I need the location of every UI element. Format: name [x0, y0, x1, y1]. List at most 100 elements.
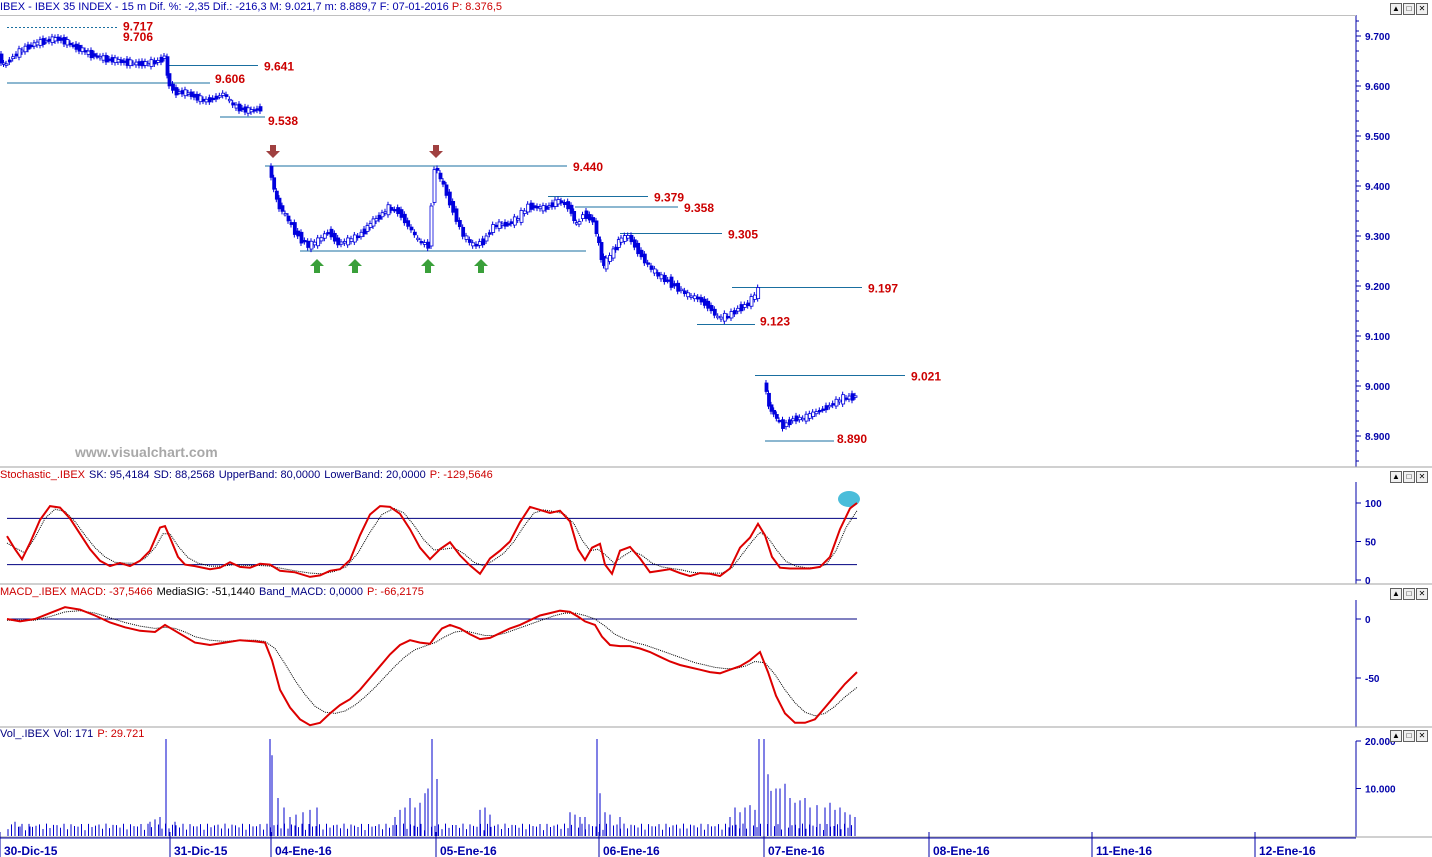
maximize-button[interactable]: □: [1403, 3, 1415, 15]
candle-body: [604, 257, 609, 270]
candle-body: [526, 203, 531, 213]
candle-body: [32, 42, 37, 47]
candle-body: [156, 60, 161, 63]
candle-body: [116, 59, 121, 63]
candle-body: [177, 91, 182, 94]
level-label: 9.305: [728, 228, 758, 242]
candle-body: [827, 404, 832, 408]
candle-body: [454, 208, 459, 222]
price-tick-label: 9.200: [1365, 282, 1390, 293]
candle-body: [198, 95, 203, 103]
candle-body: [850, 393, 855, 401]
candle-body: [636, 242, 641, 255]
candle-body: [326, 232, 331, 235]
candle-body: [26, 44, 31, 50]
candle-body: [491, 224, 496, 233]
candle-body: [814, 411, 819, 415]
candle-body: [131, 62, 136, 66]
macd-legend: MACD_.IBEX MACD: -37,5466 MediaSIG: -51,14…: [0, 584, 428, 600]
candle-body: [386, 204, 391, 216]
candle-body: [362, 228, 367, 235]
candle-body: [756, 287, 761, 300]
price-tick-label: 9.100: [1365, 332, 1390, 343]
minimize-button[interactable]: ▲: [1390, 588, 1402, 600]
candle-body: [729, 311, 734, 319]
candle-body: [692, 295, 697, 300]
volume-p: P: 29.721: [97, 728, 145, 740]
maximize-button[interactable]: □: [1403, 730, 1415, 742]
date-tick-label: 04-Ene-16: [275, 844, 332, 857]
minimize-button[interactable]: ▲: [1390, 3, 1402, 15]
candle-body: [587, 214, 592, 221]
candle-body: [438, 172, 443, 180]
candle-body: [538, 206, 543, 210]
candle-body: [302, 239, 307, 243]
maximize-button[interactable]: □: [1403, 588, 1415, 600]
candle-body: [412, 231, 417, 236]
volume-legend: Vol_.IBEX Vol: 171 P: 29.721: [0, 726, 148, 742]
close-button[interactable]: ✕: [1416, 3, 1428, 15]
candle-body: [772, 409, 777, 415]
price-tick-label: 9.000: [1365, 382, 1390, 393]
candle-body: [662, 274, 667, 283]
candle-body: [189, 91, 194, 97]
candle-body: [481, 238, 486, 246]
candle-body: [441, 180, 446, 185]
candle-body: [497, 221, 502, 229]
close-button[interactable]: ✕: [1416, 471, 1428, 483]
candle-body: [224, 94, 229, 97]
close-button[interactable]: ✕: [1416, 588, 1428, 600]
candle-body: [566, 201, 571, 210]
candle-body: [781, 419, 785, 429]
candle-body: [629, 234, 634, 243]
candle-body: [339, 241, 344, 245]
candle-body: [392, 209, 397, 212]
candle-body: [258, 106, 263, 112]
candle-body: [346, 237, 351, 246]
macd-pane-window-buttons: ▲ □ ✕: [1390, 588, 1430, 600]
candle-body: [380, 212, 385, 218]
candle-body: [146, 62, 151, 66]
candle-body: [544, 205, 549, 210]
candle-body: [80, 47, 85, 53]
candle-body: [4, 63, 9, 66]
candle-body: [134, 61, 139, 66]
candle-body: [110, 57, 115, 63]
candle-body: [769, 404, 774, 412]
candle-body: [89, 49, 94, 59]
candle-body: [316, 237, 321, 247]
minimize-button[interactable]: ▲: [1390, 471, 1402, 483]
close-button[interactable]: ✕: [1416, 730, 1428, 742]
level-label: 9.538: [268, 114, 298, 128]
candle-body: [269, 165, 274, 178]
minimize-button[interactable]: ▲: [1390, 730, 1402, 742]
candle-body: [83, 50, 88, 53]
candle-body: [611, 248, 616, 259]
candle-body: [569, 204, 574, 214]
candle-body: [837, 399, 842, 403]
candle-body: [312, 241, 317, 246]
volume-pane-window-buttons: ▲ □ ✕: [1390, 730, 1430, 742]
macd-tick-label: 0: [1365, 615, 1371, 626]
candle-body: [59, 37, 64, 41]
candle-body: [342, 241, 347, 244]
candle-body: [682, 290, 687, 295]
watermark: www.visualchart.com: [75, 444, 218, 460]
candle-body: [292, 222, 297, 235]
candle-body: [204, 98, 209, 103]
candle-body: [249, 109, 254, 113]
candle-body: [801, 417, 806, 421]
timeframe-label: 15 m: [121, 1, 147, 13]
candle-body: [516, 218, 521, 221]
candle-body: [50, 36, 55, 43]
stochastic-legend: Stochastic_.IBEX SK: 95,4184 SD: 88,2568 Up…: [0, 467, 497, 483]
candle-body: [359, 231, 364, 238]
maximize-button[interactable]: □: [1403, 471, 1415, 483]
candle-body: [356, 235, 361, 239]
chart-title-bar: IBEX - IBEX 35 INDEX - 15 m Dif. %: -2,3…: [0, 0, 1356, 16]
candle-body: [152, 60, 157, 65]
macd-tick-label: -50: [1365, 674, 1380, 685]
candle-body: [619, 237, 624, 243]
candle-body: [11, 56, 16, 60]
candle-body: [322, 233, 327, 239]
